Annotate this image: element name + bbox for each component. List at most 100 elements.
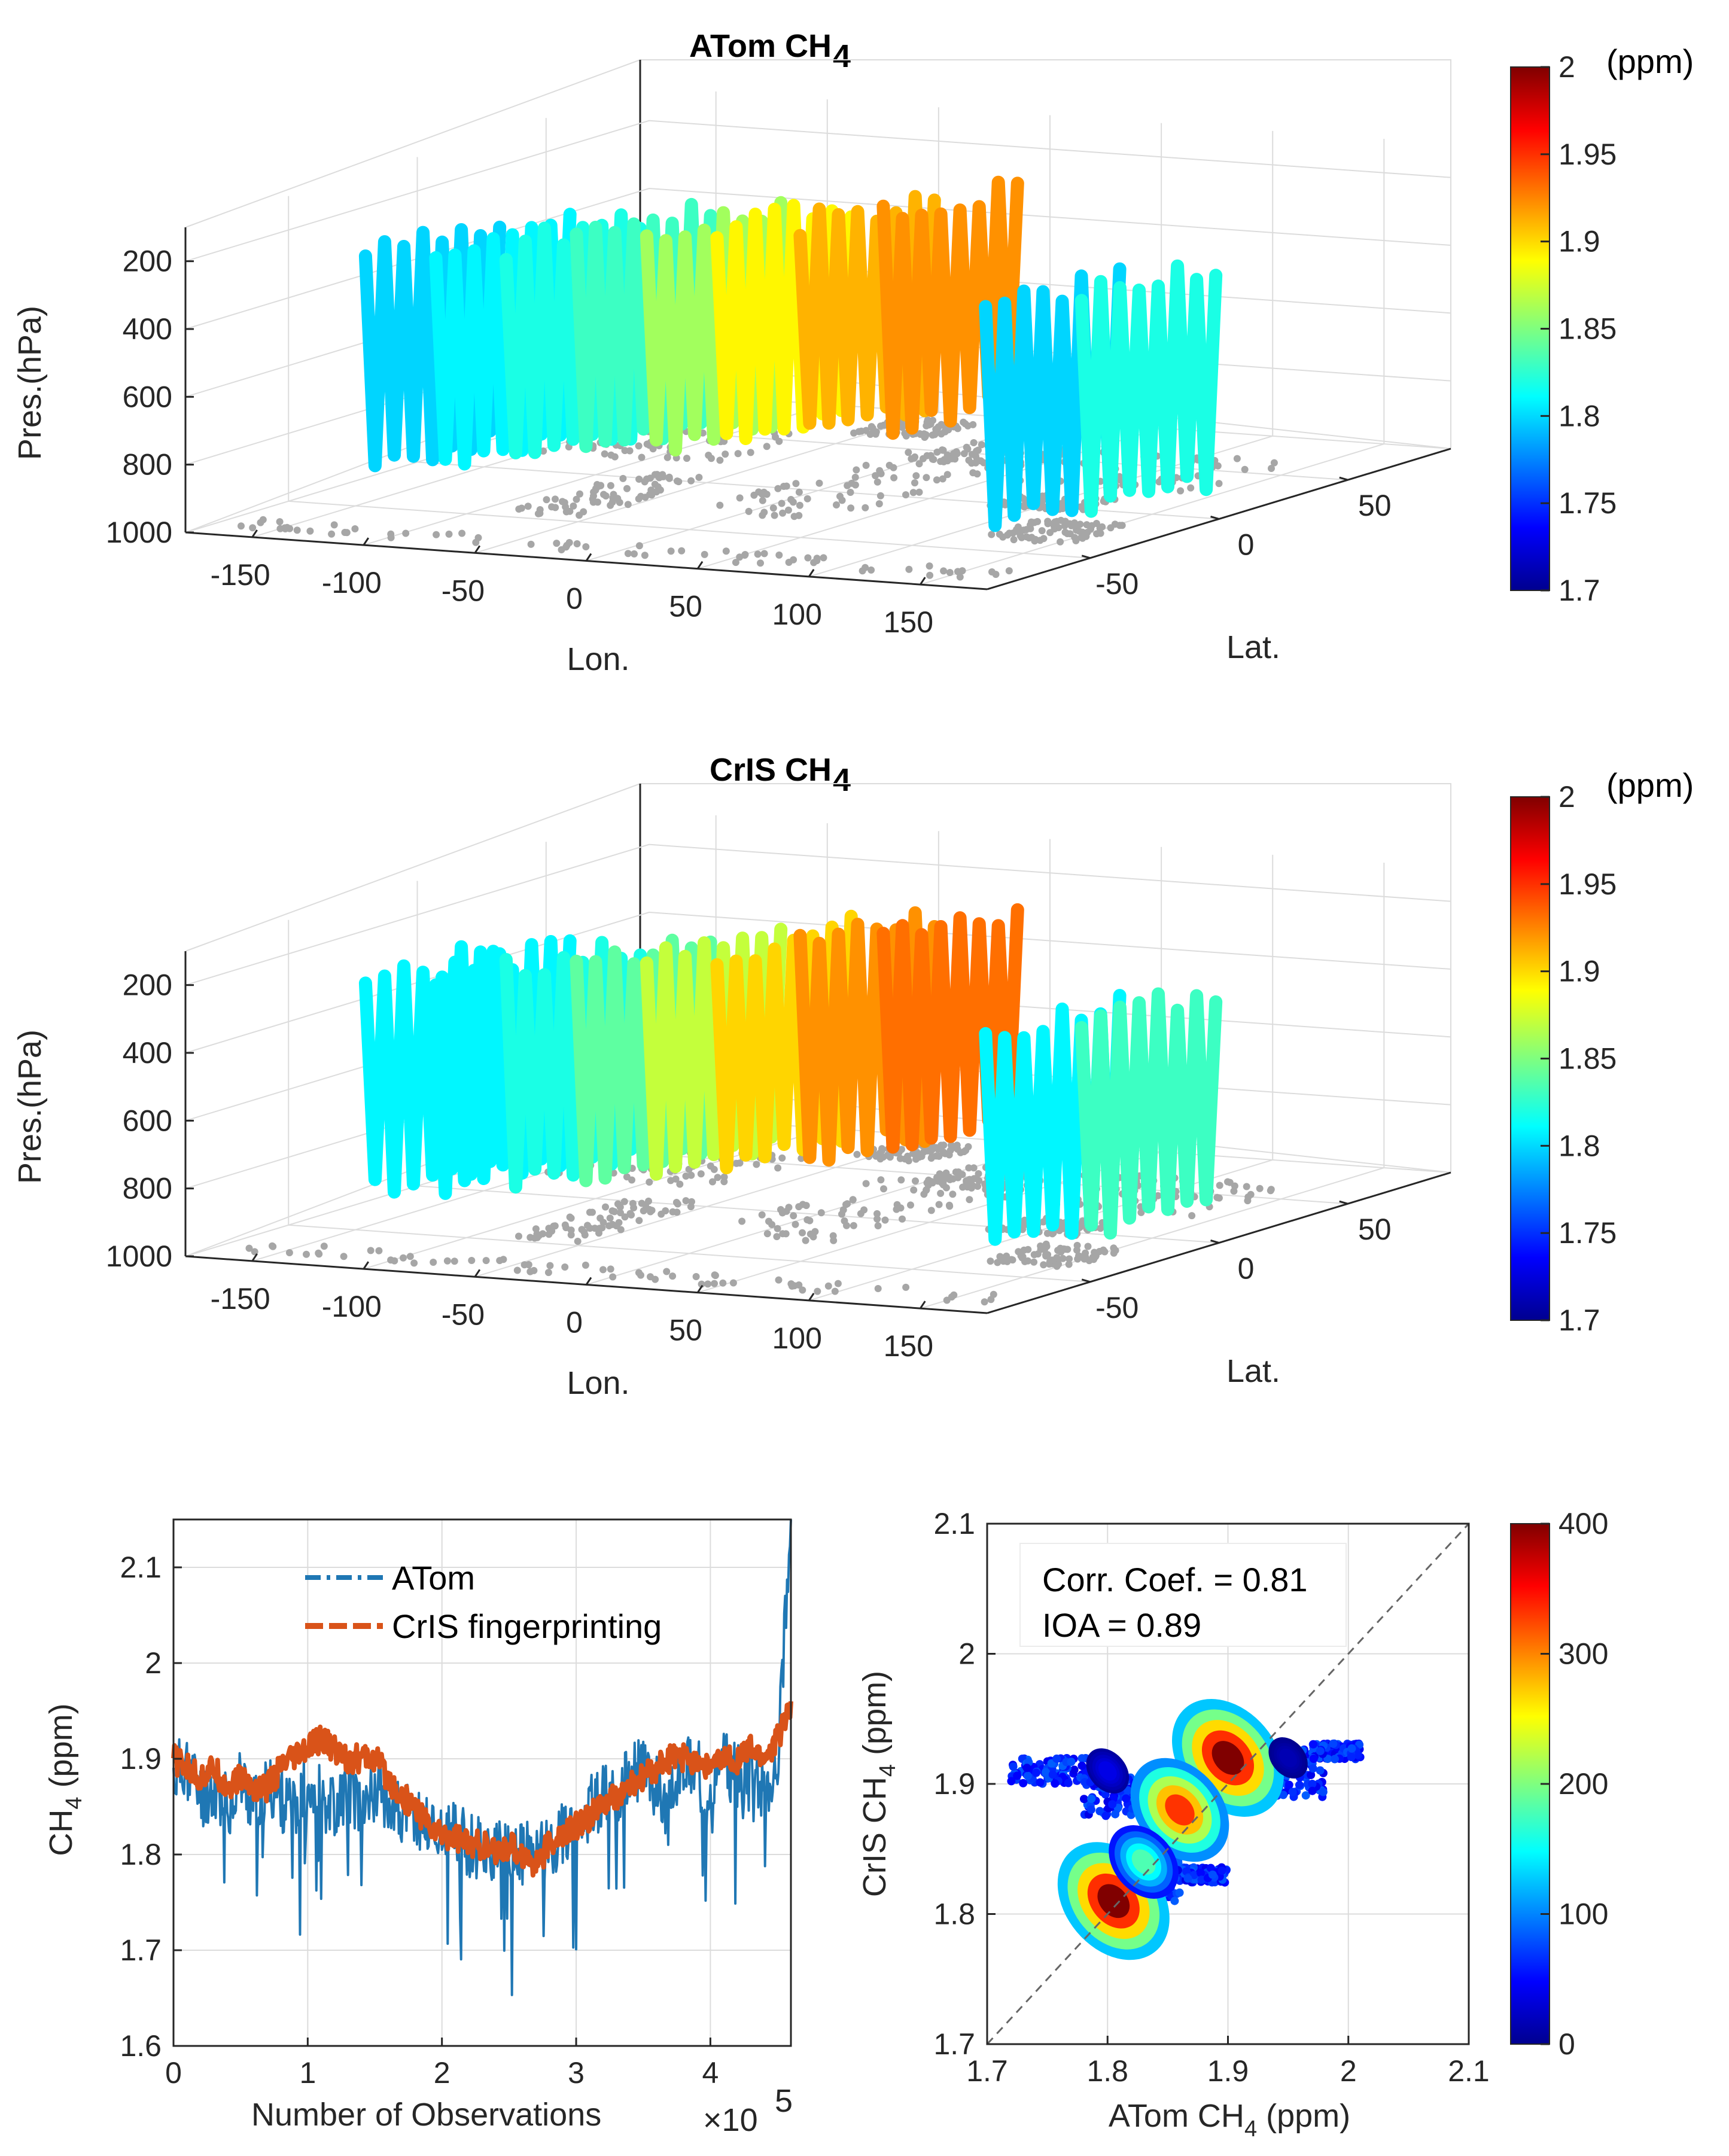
pb-map-dot	[873, 1215, 881, 1223]
pa-curtain-9	[1074, 259, 1223, 518]
pa-map-dot	[624, 501, 632, 508]
pb-map-dot	[736, 1159, 744, 1167]
pb-map-dot	[1097, 1225, 1104, 1232]
pd-hotspot-1-ring-1	[1211, 1741, 1244, 1775]
pa-map-dot	[943, 471, 951, 479]
pd-point	[1347, 1744, 1356, 1753]
panel-c-y-label: CH4 (ppm)	[43, 1703, 87, 1856]
pb-map-dot	[615, 1219, 623, 1226]
pb-cb-tick-label-0: 2	[1558, 780, 1575, 814]
pa-map-dot	[996, 531, 1003, 538]
pb-map-dot	[802, 1202, 810, 1210]
pb-xtick-label-4: 50	[669, 1314, 702, 1347]
pa-map-dot	[1082, 532, 1090, 540]
pb-map-dot	[709, 1178, 716, 1186]
pb-xtick-mark-0	[251, 1253, 258, 1262]
pa-map-dot	[988, 531, 996, 538]
pb-map-dot	[839, 1206, 847, 1214]
pd-point	[1190, 1871, 1198, 1880]
pb-map-dot	[830, 1237, 838, 1244]
pa-map-dot	[576, 511, 583, 519]
pd-point	[1022, 1764, 1031, 1773]
pb-map-dot	[790, 1212, 797, 1220]
pb-map-dot	[774, 1164, 782, 1172]
panel-b-y-ticks: -50 0 50	[1081, 1200, 1392, 1324]
pd-point	[1316, 1747, 1325, 1756]
pb-zgrid-1	[185, 911, 1451, 1053]
pa-map-dot	[930, 456, 937, 463]
pa-map-dot	[635, 476, 643, 483]
pa-map-dot	[754, 550, 762, 558]
pa-zgrid-0	[185, 120, 1451, 262]
pb-xtick-mark-5	[808, 1293, 815, 1301]
pa-map-dot	[912, 472, 920, 480]
pb-map-dot	[400, 1254, 407, 1262]
pb-map-dot	[375, 1247, 383, 1254]
pb-map-dot	[544, 1269, 552, 1277]
pa-xtick-mark-6	[920, 577, 926, 585]
pb-map-dot	[562, 1224, 570, 1232]
pb-map-dot	[802, 1237, 809, 1244]
pb-map-dot	[676, 1180, 684, 1188]
pb-xtick-label-2: -50	[442, 1298, 485, 1331]
panel-c-y-label-tail: (ppm)	[43, 1703, 79, 1796]
pd-hotspot-0-ring-1	[1097, 1884, 1130, 1919]
pb-map-dot	[1064, 1246, 1072, 1253]
pa-map-dot	[1010, 536, 1018, 544]
pa-map-dot	[866, 431, 874, 438]
pa-map-dot	[1076, 520, 1084, 528]
pa-map-dot	[566, 507, 574, 515]
panel-b-colorbar-unit: (ppm)	[1606, 766, 1694, 804]
pb-ytick-mark-0	[1081, 1278, 1091, 1283]
pa-map-dot	[784, 506, 792, 514]
panel-d-x-label-main: ATom CH	[1109, 2098, 1244, 2134]
pa-map-dot	[1093, 530, 1100, 538]
panel-c-series	[171, 1519, 793, 1996]
pa-map-dot	[552, 495, 559, 503]
pb-map-dot	[1055, 1260, 1063, 1268]
pd-hotspot-3-ring-1	[1131, 1849, 1156, 1875]
pb-map-dot	[966, 1196, 973, 1204]
pa-map-dot	[624, 550, 632, 558]
legend-atom-label: ATom	[392, 1559, 475, 1597]
panel-b-x-ticks: -150 -100 -50 0 50 100 150	[211, 1253, 933, 1363]
pd-ytick-label-4: 2.1	[933, 1507, 975, 1540]
pb-map-dot	[876, 1155, 884, 1163]
pa-ytick-mark-1	[1210, 516, 1219, 520]
pa-map-dot	[610, 491, 617, 498]
panel-b-top-edge	[185, 783, 1451, 1173]
pd-point	[1316, 1766, 1325, 1775]
pa-map-dot	[851, 473, 859, 481]
pd-point	[1070, 1765, 1079, 1774]
pb-map-dot	[635, 1269, 643, 1277]
pb-map-dot	[799, 1286, 806, 1294]
pa-map-dot	[905, 565, 913, 573]
pd-point	[1295, 1780, 1304, 1789]
pd-ytick-label-1: 1.8	[933, 1898, 975, 1931]
pc-ytick-label-4: 1.7	[120, 1933, 162, 1967]
pb-map-dot	[877, 1176, 885, 1184]
pd-point	[1032, 1768, 1040, 1777]
pd-point	[1077, 1754, 1086, 1763]
pa-map-dot	[565, 539, 573, 546]
pb-xtick-label-5: 100	[772, 1321, 822, 1355]
pb-map-dot	[406, 1253, 414, 1260]
pb-cb-tick-label-1: 1.95	[1558, 867, 1617, 901]
pb-ztick-label-2: 600	[123, 1104, 172, 1137]
pb-cb-tick-label-3: 1.85	[1558, 1042, 1617, 1076]
pb-map-dot	[1092, 1252, 1100, 1259]
pb-ytick-label-0: -50	[1095, 1291, 1139, 1324]
pd-point	[1308, 1780, 1317, 1788]
pb-map-dot	[669, 1208, 677, 1216]
pa-map-dot	[862, 461, 870, 469]
pa-map-dot	[238, 522, 245, 530]
pb-map-dot	[753, 1161, 760, 1168]
pa-xtick-label-1: -100	[322, 566, 382, 599]
pb-map-dot	[817, 1209, 825, 1217]
pa-map-dot	[875, 500, 883, 508]
pd-point	[1064, 1779, 1073, 1787]
pd-point	[1077, 1761, 1086, 1770]
panel-c-x-ticks: 0 1 2 3 4	[165, 2038, 719, 2090]
pb-map-dot	[532, 1225, 540, 1233]
